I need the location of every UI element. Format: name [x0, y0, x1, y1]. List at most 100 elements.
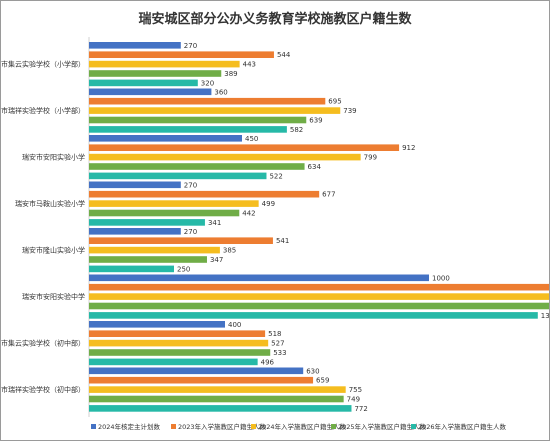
bar: [89, 107, 341, 114]
legend-label: 2025年入学施教区户籍生人数: [338, 422, 427, 431]
category-label: 瑞安市安阳实验中学: [22, 292, 85, 301]
bar: [89, 274, 429, 282]
data-label: 250: [177, 265, 190, 273]
data-label: 450: [245, 135, 258, 143]
bar: [89, 386, 346, 393]
bar: [89, 200, 259, 207]
plot-area: 瑞安市集云实验学校（小学部） 270 544 443 389 320 瑞安市瑞祥实验学校（小…: [1, 37, 549, 417]
bar: [89, 209, 240, 217]
bar: [89, 116, 307, 124]
bar: [89, 219, 205, 226]
legend-swatch: [171, 424, 176, 429]
data-label: 695: [328, 98, 341, 106]
data-label: 755: [349, 386, 362, 394]
bar: [89, 70, 222, 77]
bar: [89, 246, 220, 254]
bar: [89, 228, 181, 235]
bar: [89, 302, 549, 310]
data-label: 639: [309, 117, 322, 125]
data-label: 389: [224, 70, 237, 78]
legend-label: 2024年入学施教区户籍生人数: [258, 422, 347, 431]
data-label: 496: [261, 358, 275, 366]
legend-swatch: [91, 424, 96, 429]
bar: [89, 97, 326, 105]
data-label: 912: [402, 144, 415, 152]
bar: [89, 367, 304, 375]
category-label: 瑞安市隆山实验小学: [22, 246, 85, 255]
legend-label: 2026年入学施教区户籍生人数: [418, 422, 507, 431]
data-label: 270: [184, 42, 197, 50]
bar: [89, 312, 538, 319]
bar: [89, 321, 225, 328]
data-label: 1320: [541, 312, 549, 320]
legend-swatch: [411, 424, 416, 429]
data-label: 582: [290, 126, 303, 134]
bar: [89, 358, 258, 366]
data-label: 1000: [432, 274, 450, 282]
data-label: 527: [271, 340, 284, 348]
bar: [89, 79, 198, 87]
data-label: 442: [242, 210, 255, 218]
category-label: 瑞安市安阳实验小学: [22, 153, 85, 162]
data-label: 270: [184, 181, 197, 189]
bar: [89, 172, 267, 180]
category-label: 瑞安市集云实验学校（小学部）: [1, 60, 85, 69]
bar: [89, 376, 314, 384]
data-label: 630: [306, 367, 319, 375]
bar: [89, 237, 273, 244]
bar: [89, 181, 181, 189]
data-label: 533: [273, 349, 286, 357]
data-label: 659: [316, 377, 329, 385]
legend-label: 2023年入学施教区户籍生人数: [178, 422, 267, 431]
data-label: 518: [268, 330, 281, 338]
bar: [89, 144, 400, 151]
data-label: 400: [228, 321, 241, 329]
category-label: 瑞安市马鞍山实验小学: [15, 199, 85, 208]
data-label: 541: [276, 237, 289, 245]
legend-label: 2024年核定主计划数: [98, 422, 161, 431]
data-label: 772: [354, 405, 367, 413]
bar: [89, 283, 549, 291]
bar: [89, 349, 271, 356]
bar: [89, 256, 207, 263]
data-label: 544: [277, 51, 291, 59]
category-label: 瑞安市瑞祥实验学校（初中部）: [1, 385, 85, 394]
bar: [89, 153, 361, 161]
data-label: 799: [364, 154, 377, 162]
data-label: 499: [262, 200, 275, 208]
legend-swatch: [251, 424, 256, 429]
legend: 2024年核定主计划数 2023年入学施教区户籍生人数2024年入学施教区户籍生人…: [91, 422, 507, 431]
legend-swatch: [331, 424, 336, 429]
data-label: 522: [269, 172, 282, 180]
data-label: 739: [343, 107, 356, 115]
bar: [89, 405, 352, 412]
data-label: 360: [214, 88, 227, 96]
bar: [89, 42, 181, 49]
data-label: 320: [201, 79, 214, 87]
bar: [89, 60, 240, 68]
bar: [89, 126, 287, 133]
chart-title: 瑞安城区部分公办义务教育学校施教区户籍生数: [138, 11, 412, 27]
bar: [89, 88, 212, 96]
category-label: 瑞安市瑞祥实验学校（小学部）: [1, 106, 85, 115]
data-label: 749: [347, 396, 360, 404]
category-label: 瑞安市集云实验学校（初中部）: [1, 339, 85, 348]
bar: [89, 190, 320, 198]
bar: [89, 163, 305, 170]
bar: [89, 395, 344, 403]
bar: [89, 265, 174, 273]
bar: [89, 330, 266, 337]
data-label: 347: [210, 256, 223, 264]
data-label: 270: [184, 228, 197, 236]
data-label: 634: [308, 163, 322, 171]
data-label: 677: [322, 191, 335, 199]
data-label: 443: [243, 61, 256, 69]
data-label: 385: [223, 247, 236, 255]
data-label: 341: [208, 219, 221, 227]
bar: [89, 51, 274, 58]
bar: [89, 135, 242, 142]
bar: [89, 293, 549, 300]
bar: [89, 339, 269, 347]
